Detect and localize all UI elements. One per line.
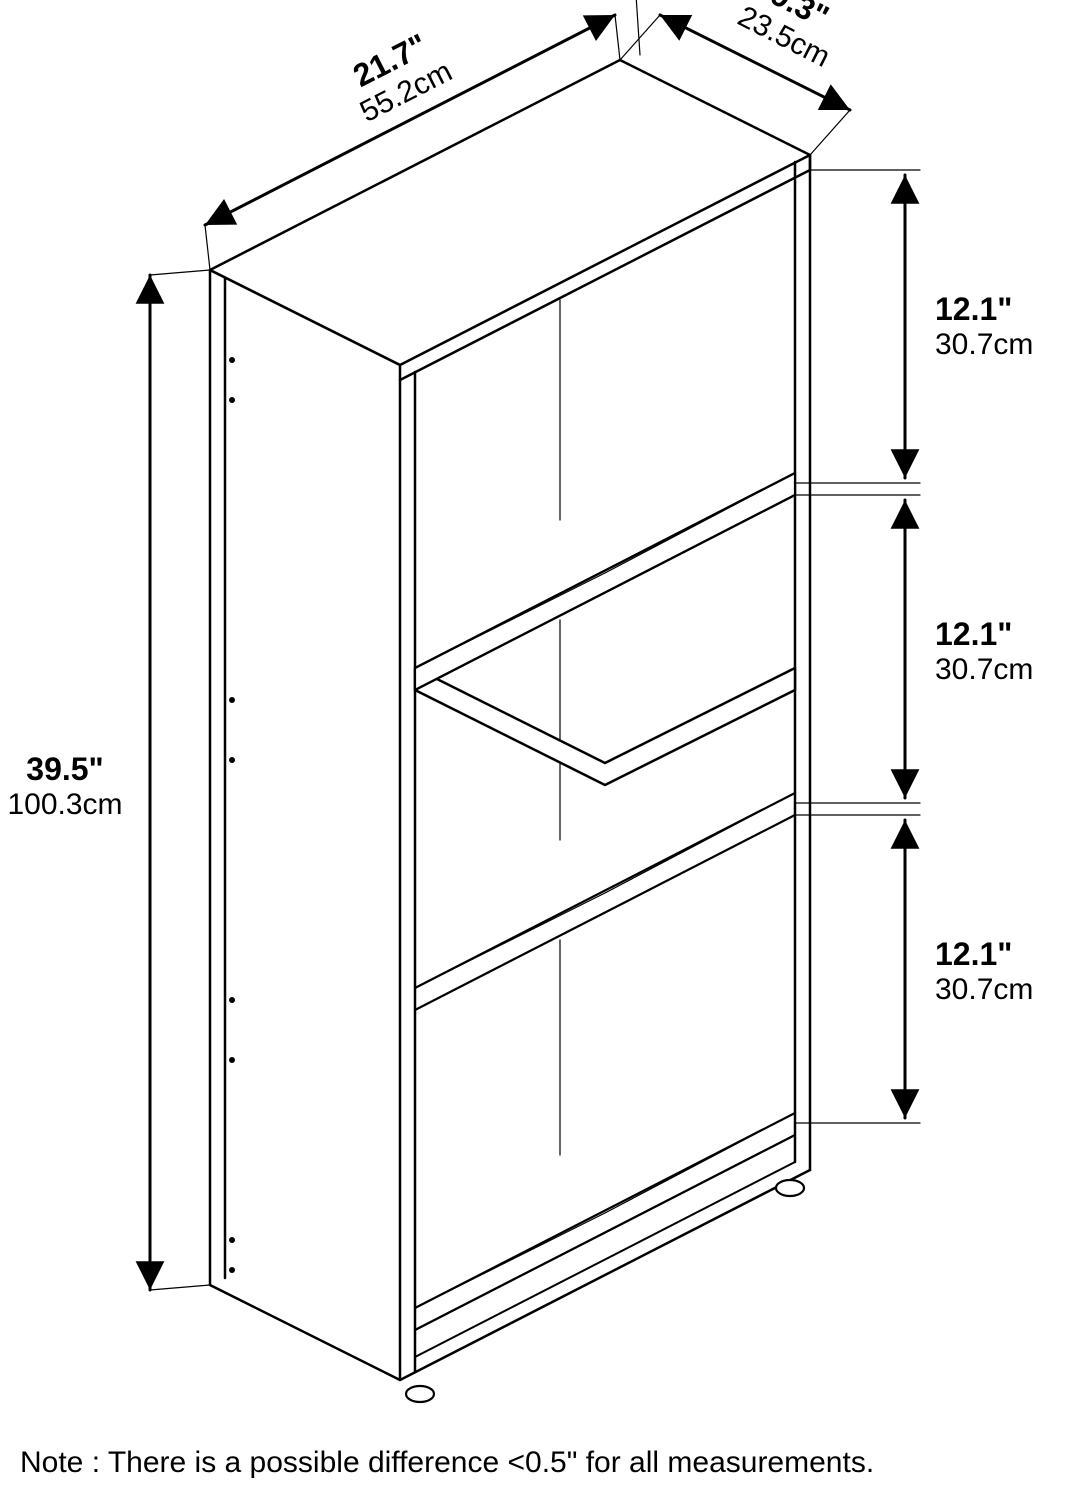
dim-height-cm: 100.3cm (7, 788, 122, 821)
dimension-lines (150, 0, 920, 1290)
dim-shelf2-in: 12.1" (935, 616, 1012, 652)
bookshelf-outline (210, 60, 810, 1380)
shelves (406, 473, 804, 1402)
dim-shelf2-cm: 30.7cm (935, 653, 1033, 686)
dim-shelf3-in: 12.1" (935, 936, 1012, 972)
footnote: Note : There is a possible difference <0… (0, 1446, 1087, 1480)
dim-shelf3-cm: 30.7cm (935, 973, 1033, 1006)
dimension-text: 21.7" 55.2cm 9.3" 23.5cm 39.5" 100.3cm 1… (7, 0, 1033, 1006)
bookshelf-diagram-svg: 21.7" 55.2cm 9.3" 23.5cm 39.5" 100.3cm 1… (0, 0, 1087, 1500)
dim-shelf1-in: 12.1" (935, 291, 1012, 327)
dimension-drawing: 21.7" 55.2cm 9.3" 23.5cm 39.5" 100.3cm 1… (0, 0, 1087, 1500)
dim-shelf1-cm: 30.7cm (935, 328, 1033, 361)
screw-holes (229, 357, 235, 1273)
dim-height-in: 39.5" (26, 751, 103, 787)
